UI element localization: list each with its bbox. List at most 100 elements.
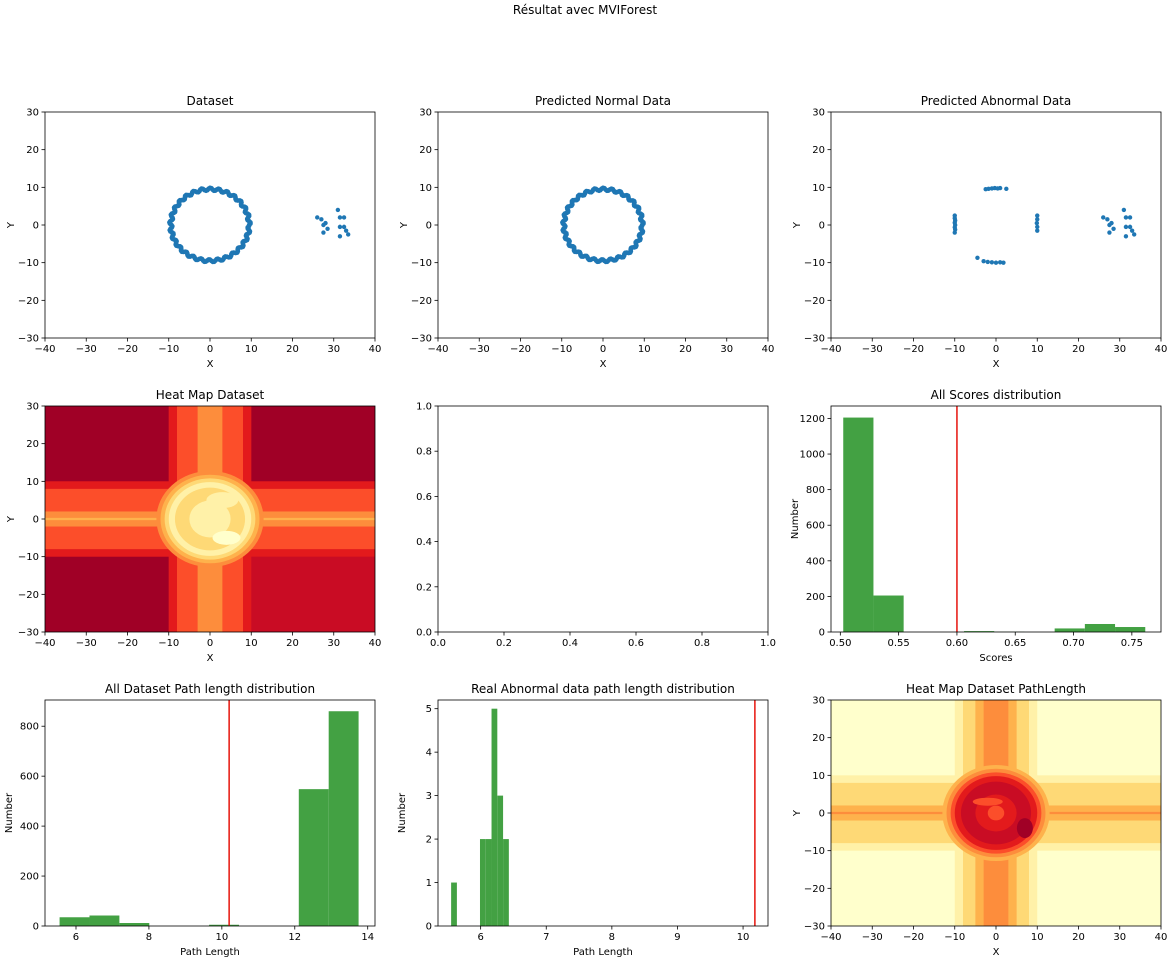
- y-tick-label: 600: [806, 521, 825, 532]
- y-tick-label: 1.0: [416, 402, 432, 413]
- y-tick-label: 0: [819, 809, 825, 820]
- x-tick-label: 20: [679, 344, 692, 355]
- x-tick-label: 20: [1072, 344, 1085, 355]
- subplot-1: −40 −30 −20 −10 0 10 20 30 40−30−20−100102030Dat…: [6, 94, 381, 370]
- x-tick-label: 0.8: [694, 638, 710, 649]
- histogram-bar: [843, 417, 874, 632]
- data-point: [1109, 220, 1114, 226]
- data-point: [315, 215, 320, 220]
- heat-center-contour: [987, 805, 1005, 821]
- data-point: [343, 228, 349, 233]
- y-tick-label: 0: [426, 922, 432, 933]
- histogram-bar: [298, 789, 329, 926]
- y-tick-label: −20: [18, 296, 39, 307]
- axes-frame: [437, 699, 769, 927]
- histogram-bar: [89, 915, 120, 926]
- y-tick-label: −30: [804, 922, 825, 933]
- x-axis-label: Scores: [979, 653, 1012, 664]
- plot-area: [831, 700, 1161, 926]
- x-tick-label: 0: [207, 638, 213, 649]
- x-tick-label: 10: [1031, 344, 1044, 355]
- histogram-bar: [503, 839, 509, 926]
- y-tick-label: 0: [426, 221, 432, 232]
- y-tick-label: 20: [812, 733, 825, 744]
- data-point: [1035, 224, 1040, 230]
- y-tick-label: 30: [812, 696, 825, 707]
- x-tick-label: 0: [993, 932, 999, 943]
- y-tick-label: 20: [26, 439, 39, 450]
- x-tick-label: 8: [146, 932, 152, 943]
- data-point: [1001, 260, 1006, 265]
- subplot-title: All Dataset Path length distribution: [105, 682, 315, 696]
- subplot-8: 6 7 8 9 10 0 1 2 3 4 5 Real Abnormal data path leng…: [397, 682, 769, 958]
- x-tick-label: 10: [215, 932, 228, 943]
- data-point: [319, 217, 324, 222]
- histogram-bar: [1054, 628, 1085, 632]
- subplot-title: Heat Map Dataset PathLength: [906, 682, 1086, 696]
- plot-area: [843, 406, 1146, 632]
- subplot-7: 6 8 10 12 14 0 200 400 600 800 All Dataset Path le…: [4, 682, 376, 958]
- data-point: [341, 215, 347, 220]
- y-axis-label: Number: [397, 792, 408, 833]
- data-point: [997, 260, 1003, 265]
- x-tick-label: 0.70: [1062, 638, 1084, 649]
- x-tick-label: 30: [720, 344, 733, 355]
- heat-quadrant: [45, 556, 169, 632]
- subplot-title: Dataset: [187, 94, 234, 108]
- y-tick-label: 10: [419, 183, 432, 194]
- x-axis-label: X: [993, 947, 1000, 958]
- data-point: [993, 260, 999, 265]
- x-tick-label: 7: [543, 932, 549, 943]
- data-point: [1105, 217, 1110, 222]
- x-tick-label: 0: [207, 344, 213, 355]
- y-tick-label: 30: [26, 402, 39, 413]
- y-tick-label: 10: [26, 477, 39, 488]
- y-tick-label: 20: [26, 145, 39, 156]
- y-tick-label: 10: [812, 771, 825, 782]
- data-point: [997, 185, 1003, 191]
- heat-center-contour: [189, 500, 231, 538]
- axes-frame: [44, 699, 376, 927]
- histogram-bar: [1115, 627, 1146, 632]
- data-point: [985, 259, 990, 265]
- subplot-2: −40 −30 −20 −10 0 10 20 30 40−30−20−100102030Pre…: [399, 94, 774, 370]
- y-tick-label: 800: [806, 485, 825, 496]
- x-tick-label: −20: [903, 344, 924, 355]
- y-tick-label: −10: [18, 258, 39, 269]
- plot-area: [45, 406, 375, 632]
- y-axis-label: Y: [792, 809, 803, 817]
- y-tick-label: 200: [806, 592, 825, 603]
- data-point: [341, 224, 347, 230]
- subplot-title: Predicted Normal Data: [535, 94, 671, 108]
- x-tick-label: 40: [762, 344, 775, 355]
- subplot-title: Predicted Abnormal Data: [921, 94, 1072, 108]
- y-tick-label: 1: [426, 878, 432, 889]
- y-tick-label: 30: [26, 108, 39, 119]
- y-tick-label: −30: [18, 334, 39, 345]
- y-tick-label: −10: [804, 258, 825, 269]
- x-tick-label: −30: [862, 932, 883, 943]
- y-tick-label: 0.4: [416, 537, 432, 548]
- x-tick-label: 0.50: [829, 638, 851, 649]
- data-point: [1034, 220, 1040, 226]
- plot-area: [560, 185, 646, 265]
- subplot-title: All Scores distribution: [931, 388, 1062, 402]
- histogram-bar: [964, 631, 995, 632]
- x-tick-label: −20: [510, 344, 531, 355]
- x-tick-label: 10: [638, 344, 651, 355]
- y-tick-label: 20: [812, 145, 825, 156]
- heat-center-contour: [212, 530, 241, 545]
- x-axis-label: Path Length: [180, 947, 240, 958]
- x-tick-label: 8: [609, 932, 615, 943]
- x-tick-label: 40: [1155, 932, 1168, 943]
- x-tick-label: 6: [73, 932, 79, 943]
- x-tick-label: −20: [117, 638, 138, 649]
- x-tick-label: −30: [862, 344, 883, 355]
- data-point: [1035, 228, 1040, 233]
- axes-frame: [437, 111, 769, 339]
- y-tick-label: 30: [419, 108, 432, 119]
- x-tick-label: −30: [469, 344, 490, 355]
- data-point: [1035, 213, 1040, 218]
- x-tick-label: −10: [944, 344, 965, 355]
- y-tick-label: −20: [18, 590, 39, 601]
